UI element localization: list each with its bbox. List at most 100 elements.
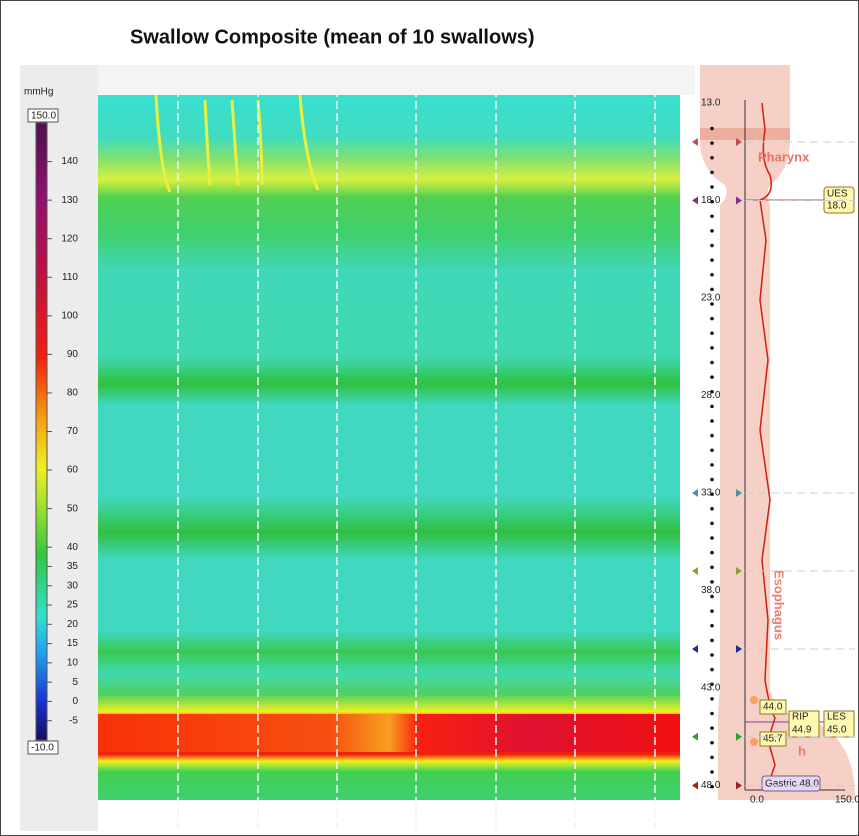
region-esophagus: Esophagus xyxy=(772,570,787,640)
colorbar-tick-label: 80 xyxy=(67,388,79,399)
sensor-dot xyxy=(710,214,714,219)
sensor-dot xyxy=(710,316,714,321)
sensor-arrow xyxy=(736,196,742,205)
sensor-arrow xyxy=(736,489,742,497)
depth-label: 23.0 xyxy=(701,293,721,304)
colorbar-tick-label: 90 xyxy=(67,349,79,360)
sensor-dot xyxy=(710,536,714,540)
colorbar-tick-label: 120 xyxy=(61,233,78,244)
sensor-dot xyxy=(710,360,714,365)
region-pharynx: Pharynx xyxy=(758,149,810,164)
sensor-dot xyxy=(710,711,714,716)
sensor-arrow xyxy=(692,567,698,575)
sensor-dot xyxy=(710,243,714,248)
colorbar-unit: mmHg xyxy=(24,87,53,98)
sensor-dot xyxy=(710,667,714,672)
depth-label: 43.0 xyxy=(701,683,721,694)
sensor-dot xyxy=(710,170,714,175)
label-box xyxy=(823,710,855,738)
sensor-dot xyxy=(710,726,714,730)
sensor-dot xyxy=(710,740,714,745)
region-stomach: h xyxy=(798,743,806,758)
colorbar-tick-label: 100 xyxy=(61,310,78,321)
sensor-arrow xyxy=(692,489,698,497)
sensor-dot xyxy=(710,141,714,145)
rip-value: 44.9 xyxy=(792,725,812,736)
sensor-dot xyxy=(710,126,714,131)
sensor-dot xyxy=(710,609,714,613)
sensor-arrow xyxy=(736,138,742,146)
sensor-dot xyxy=(710,375,714,379)
sensor-dot xyxy=(710,506,714,511)
sensor-dot xyxy=(710,653,714,657)
sensor-dot xyxy=(710,419,714,423)
sensor-dot xyxy=(710,492,714,496)
sensor-dot xyxy=(710,638,714,643)
depth-label: 13.0 xyxy=(701,98,721,109)
marker xyxy=(750,738,758,746)
marker xyxy=(750,696,758,704)
esophagus-shape xyxy=(700,65,855,800)
sensor-dot xyxy=(710,404,714,409)
sensor-dot xyxy=(710,463,714,467)
swallow-traces xyxy=(154,94,320,193)
sensor-dot xyxy=(710,565,714,570)
les-value: 45.0 xyxy=(827,725,847,736)
sensor-arrow xyxy=(736,781,742,790)
sensor-dot xyxy=(710,594,714,599)
les-band xyxy=(98,714,680,752)
colorbar-tick-label: 20 xyxy=(67,619,79,630)
sensor-arrow xyxy=(692,781,698,790)
sensor-arrow xyxy=(736,567,742,575)
sensor-arrow xyxy=(736,645,742,653)
ues-name: UES xyxy=(827,189,848,200)
colorbar-tick-label: 70 xyxy=(67,426,79,437)
colorbar-tick-label: 15 xyxy=(67,638,79,649)
sensor-dot xyxy=(710,550,714,555)
colorbar-tick-label: 0 xyxy=(72,696,78,707)
sensor-arrow xyxy=(692,645,698,653)
sensor-dot xyxy=(710,770,714,774)
les-name: LES xyxy=(827,712,846,723)
sensor-dot xyxy=(710,755,714,760)
sensor-dot xyxy=(710,433,714,438)
colorbar-tick-label: 5 xyxy=(72,677,78,688)
time-grid xyxy=(177,65,656,830)
label-box xyxy=(761,775,821,792)
colorbar-panel xyxy=(20,65,98,831)
sensor-dot xyxy=(710,623,714,628)
sensor-dot xyxy=(710,521,714,526)
gastric: Gastric 48.0 xyxy=(765,779,819,790)
rip-name: RIP xyxy=(792,712,809,723)
depth-label: 28.0 xyxy=(701,390,721,401)
sensor-dot xyxy=(710,477,714,482)
colorbar-tick-label: 25 xyxy=(67,600,79,611)
sensor-dot xyxy=(710,229,714,233)
sensor-dot xyxy=(710,448,714,453)
sensor-arrow xyxy=(692,196,698,205)
colorbar-tick-label: 30 xyxy=(67,580,79,591)
sensor-arrow xyxy=(692,732,698,741)
heatmap-top xyxy=(98,65,695,95)
colorbar-tick-label: 110 xyxy=(62,272,78,283)
colorbar-tick-label: 130 xyxy=(61,195,78,206)
sensor-dot xyxy=(710,199,714,204)
sensor-dot xyxy=(710,682,714,687)
label-box xyxy=(759,731,787,747)
sensor-dot xyxy=(710,302,714,306)
colorbar-tick-label: 35 xyxy=(67,561,79,572)
colorbar-tick-label: 10 xyxy=(67,658,79,669)
pressure-heatmap xyxy=(98,95,680,800)
sensor-dot xyxy=(710,272,714,277)
label-box xyxy=(788,710,820,738)
colorbar-tick-label: -5 xyxy=(69,715,78,726)
colorbar-tick-label: 60 xyxy=(67,465,79,476)
ues-value: 18.0 xyxy=(827,201,847,212)
colorbar xyxy=(35,122,48,741)
sensor-arrow xyxy=(736,732,742,741)
label-box xyxy=(759,699,787,715)
colorbar-max: 150.0 xyxy=(31,111,56,122)
sensor-dot xyxy=(710,784,714,789)
colorbar-tick-label: 50 xyxy=(67,503,79,514)
